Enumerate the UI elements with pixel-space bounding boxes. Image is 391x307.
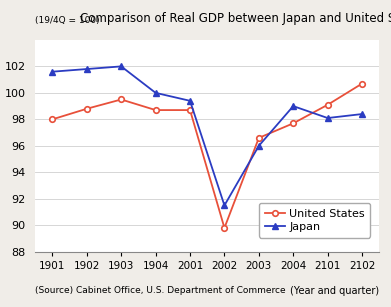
United States: [153, 108, 158, 112]
Japan: [325, 116, 330, 120]
Japan: [360, 112, 364, 116]
Japan: [222, 204, 227, 207]
Japan: [119, 64, 124, 68]
Text: Comparison of Real GDP between Japan and United States: Comparison of Real GDP between Japan and…: [80, 12, 391, 25]
United States: [360, 82, 364, 85]
Line: United States: United States: [50, 81, 365, 231]
United States: [325, 103, 330, 107]
Japan: [50, 70, 55, 74]
United States: [188, 108, 192, 112]
Japan: [291, 104, 296, 108]
United States: [256, 136, 261, 140]
United States: [50, 118, 55, 121]
Japan: [188, 99, 192, 103]
Japan: [84, 67, 89, 71]
Line: Japan: Japan: [49, 63, 366, 209]
Japan: [256, 144, 261, 148]
Japan: [153, 91, 158, 95]
United States: [222, 226, 227, 230]
Text: (Year and quarter): (Year and quarter): [290, 286, 379, 296]
United States: [84, 107, 89, 111]
Text: (19/4Q = 100): (19/4Q = 100): [35, 16, 100, 25]
United States: [291, 122, 296, 125]
United States: [119, 98, 124, 101]
Legend: United States, Japan: United States, Japan: [259, 203, 370, 238]
Text: (Source) Cabinet Office, U.S. Department of Commerce: (Source) Cabinet Office, U.S. Department…: [35, 286, 286, 295]
